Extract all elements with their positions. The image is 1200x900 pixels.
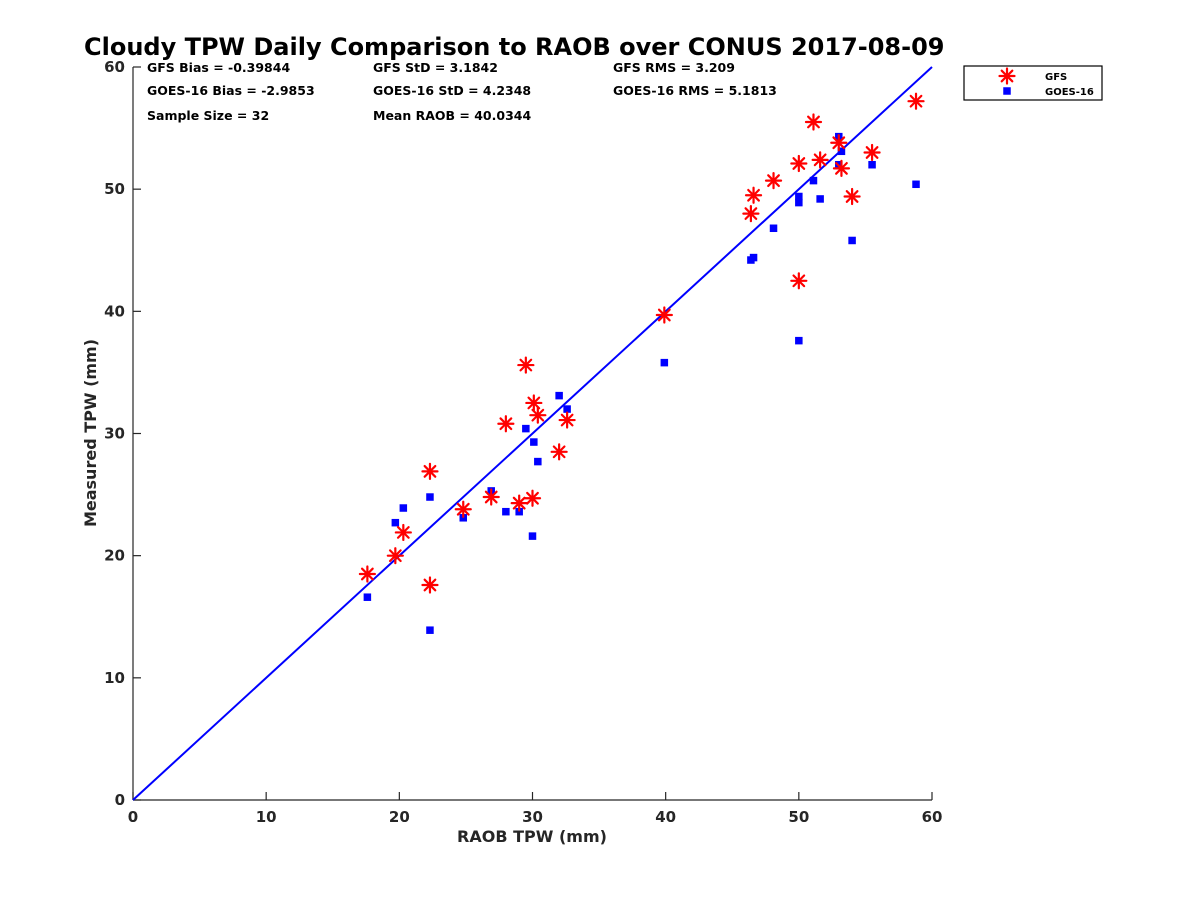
y-tick-label: 60	[104, 58, 125, 76]
goes-16-point	[399, 504, 408, 512]
goes-16-point	[555, 391, 563, 400]
gfs-point	[804, 113, 823, 131]
legend-box	[963, 65, 1103, 101]
gfs-point	[529, 406, 547, 424]
y-tick-label: 0	[115, 791, 125, 809]
goes-16-point	[426, 493, 434, 501]
stat-r2-c1: Mean RAOB = 40.0344	[373, 108, 531, 123]
stat-r1-c1: GOES-16 StD = 4.2348	[373, 83, 531, 98]
gfs-point	[421, 462, 439, 480]
gfs-point	[386, 547, 404, 565]
x-tick-label: 30	[522, 808, 543, 826]
x-tick-label: 20	[389, 808, 410, 826]
goes-16-point	[534, 457, 542, 466]
gfs-point	[744, 186, 763, 204]
gfs-point	[523, 489, 542, 507]
goes-16-point	[868, 160, 876, 169]
goes-16-point	[809, 176, 818, 185]
gfs-point	[482, 488, 500, 506]
gfs-point	[811, 151, 829, 169]
data-points	[358, 92, 925, 634]
x-tick-label: 0	[128, 808, 138, 826]
goes-16-point	[816, 195, 824, 203]
goes-16-point	[363, 593, 372, 601]
chart-title: Cloudy TPW Daily Comparison to RAOB over…	[84, 33, 944, 61]
gfs-point	[830, 134, 848, 152]
stat-r0-c1: GFS StD = 3.1842	[373, 60, 498, 75]
stat-r0-c0: GFS Bias = -0.39844	[147, 60, 290, 75]
gfs-point	[742, 205, 760, 223]
legend-marker-gfs	[998, 67, 1016, 85]
goes-16-point	[660, 358, 669, 367]
goes-16-point	[530, 438, 538, 446]
gfs-point	[863, 143, 881, 162]
gfs-point	[358, 565, 376, 583]
goes-16-point	[502, 507, 510, 516]
y-tick-label: 30	[104, 425, 125, 443]
gfs-point	[790, 272, 808, 290]
goes-16-point	[795, 198, 803, 207]
stat-r0-c2: GFS RMS = 3.209	[613, 60, 735, 75]
goes-16-point	[749, 253, 758, 262]
gfs-point	[843, 187, 861, 206]
stat-r2-c0: Sample Size = 32	[147, 108, 269, 123]
gfs-point	[394, 523, 412, 542]
gfs-point	[764, 172, 783, 190]
goes-16-point	[522, 424, 530, 433]
legend: GFS GOES-16	[963, 65, 1103, 101]
gfs-point	[832, 159, 851, 177]
legend-label-goes-16: GOES-16	[1045, 87, 1094, 98]
y-tick-label: 50	[104, 180, 125, 198]
stat-r1-c2: GOES-16 RMS = 5.1813	[613, 83, 777, 98]
goes-16-point	[769, 224, 778, 233]
x-tick-label: 40	[655, 808, 676, 826]
goes-16-point	[912, 180, 920, 189]
y-axis-ticks: 0 10 20 30 40 50 60	[104, 58, 141, 809]
gfs-point	[517, 356, 535, 374]
gfs-point	[550, 443, 568, 461]
gfs-point	[510, 494, 528, 512]
y-tick-label: 10	[104, 669, 125, 687]
y-tick-label: 40	[104, 302, 125, 320]
x-tick-label: 50	[788, 808, 809, 826]
gfs-point	[525, 394, 543, 412]
goes-16-point	[426, 626, 434, 634]
x-tick-label: 10	[256, 808, 277, 826]
gfs-point	[907, 92, 925, 110]
gfs-point	[454, 500, 472, 518]
goes-16-point	[848, 236, 856, 245]
stat-r1-c0: GOES-16 Bias = -2.9853	[147, 83, 315, 98]
stats-block: GFS Bias = -0.39844 GFS StD = 3.1842 GFS R…	[147, 60, 777, 123]
gfs-point	[655, 306, 673, 324]
y-axis-label: Measured TPW (mm)	[81, 339, 100, 527]
gfs-point	[421, 576, 439, 594]
x-axis-ticks: 0 10 20 30 40 50 60	[128, 792, 943, 826]
goes-16-point	[563, 405, 571, 413]
y-tick-label: 20	[104, 547, 125, 565]
legend-label-gfs: GFS	[1045, 72, 1067, 83]
goes-16-point	[528, 532, 537, 540]
goes-16-point	[795, 192, 803, 201]
legend-marker-goes-16	[1003, 87, 1011, 95]
goes-16-point	[391, 518, 400, 527]
one-to-one-line	[132, 66, 933, 801]
gfs-point	[497, 415, 515, 433]
gfs-point	[558, 411, 576, 429]
gfs-point	[790, 154, 808, 173]
goes-16-point	[837, 147, 846, 156]
x-axis-label: RAOB TPW (mm)	[457, 827, 607, 846]
goes-16-point	[795, 336, 803, 345]
x-tick-label: 60	[922, 808, 943, 826]
